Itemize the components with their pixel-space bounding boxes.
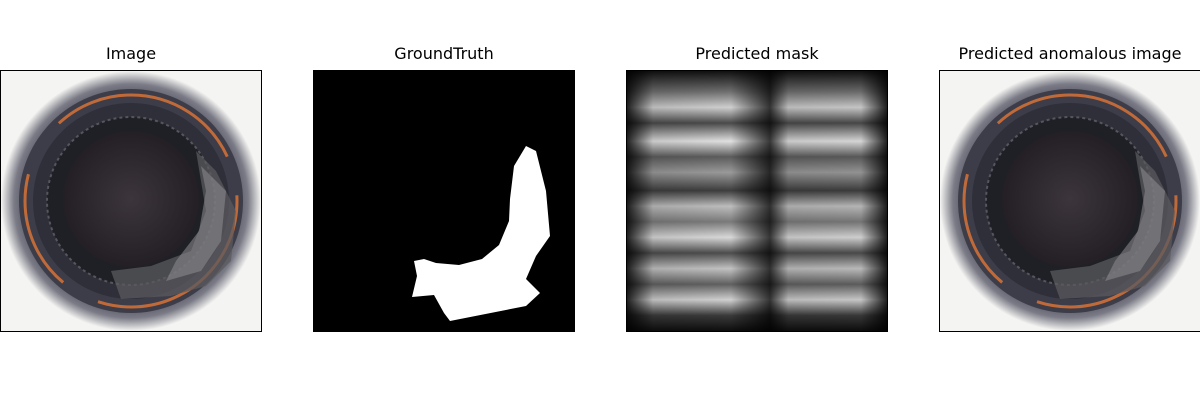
predicted-mask-frame xyxy=(626,70,888,332)
groundtruth-mask xyxy=(314,71,574,331)
panel-title: Predicted mask xyxy=(695,44,819,63)
panel-groundtruth: GroundTruth xyxy=(313,0,575,400)
anomalous-image-frame xyxy=(939,70,1200,332)
image-frame xyxy=(0,70,262,332)
panel-title: Predicted anomalous image xyxy=(958,44,1182,63)
groundtruth-frame xyxy=(313,70,575,332)
panel-title: Image xyxy=(105,44,157,63)
panel-predicted-anomalous-image: Predicted anomalous image xyxy=(939,0,1200,400)
predicted-mask-heatmap xyxy=(627,71,887,331)
panel-title: GroundTruth xyxy=(394,44,494,63)
predicted-anomalous-bottle-image xyxy=(940,71,1200,331)
panel-image: Image xyxy=(0,0,262,400)
bottle-image xyxy=(1,71,261,331)
panel-predicted-mask: Predicted mask xyxy=(626,0,888,400)
